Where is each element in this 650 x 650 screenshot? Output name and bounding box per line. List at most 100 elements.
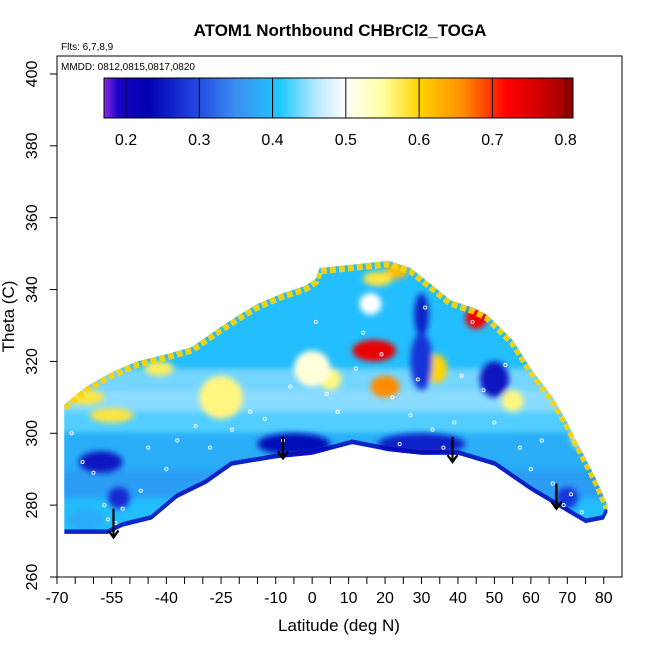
descent-arrow xyxy=(277,436,289,461)
field-anomaly xyxy=(257,433,331,455)
x-tick-label: 50 xyxy=(486,590,504,607)
sample-point xyxy=(193,424,198,429)
sample-point xyxy=(102,503,107,508)
sample-point xyxy=(248,409,253,414)
sample-point xyxy=(91,470,96,475)
sample-point xyxy=(579,510,584,515)
sample-point xyxy=(175,438,180,443)
y-tick-label: 260 xyxy=(24,564,41,591)
sample-point xyxy=(229,427,235,432)
x-axis-label: Latitude (deg N) xyxy=(278,616,400,635)
sample-point xyxy=(105,517,111,522)
sample-points xyxy=(69,305,592,526)
x-axis: -70 -55 -40 -25 -10 0 10 20 30 40 50 60 70 80 xyxy=(45,576,613,607)
sample-point xyxy=(568,492,574,497)
sample-point xyxy=(69,431,74,436)
dates-label: MMDD: 0812,0815,0817,0820 xyxy=(61,62,195,73)
sample-point xyxy=(587,434,592,439)
field-top-fringe xyxy=(64,260,608,510)
y-axis-label: Theta (C) xyxy=(0,281,18,353)
y-tick-label: 340 xyxy=(24,276,41,303)
field-anomaly xyxy=(89,408,134,423)
field-anomaly xyxy=(108,487,130,509)
y-tick-label: 400 xyxy=(24,61,41,88)
sample-point xyxy=(550,481,555,486)
field-anomaly xyxy=(359,293,382,315)
field-anomaly xyxy=(78,451,123,473)
colorbar-tick-label: 0.2 xyxy=(115,132,137,149)
x-tick-label: 20 xyxy=(376,590,394,607)
x-tick-label: 70 xyxy=(558,590,576,607)
sample-point xyxy=(492,420,497,425)
sample-point xyxy=(208,445,213,450)
colorbar-tick-label: 0.3 xyxy=(188,132,210,149)
sample-point xyxy=(335,409,340,414)
chart-title: ATOM1 Northbound CHBrCl2_TOGA xyxy=(194,21,487,40)
field-anomaly xyxy=(479,361,509,398)
sample-point xyxy=(262,416,267,421)
sample-point xyxy=(470,319,475,324)
colorbar-tick-label: 0.5 xyxy=(335,132,357,149)
sample-point xyxy=(452,420,457,425)
field-anomaly xyxy=(352,339,396,362)
sample-point xyxy=(408,413,413,418)
y-tick-label: 360 xyxy=(24,204,41,231)
field-anomaly xyxy=(67,508,105,531)
sample-point xyxy=(397,442,402,447)
field-anomaly xyxy=(501,390,524,412)
field-anomaly xyxy=(293,350,331,387)
sample-point xyxy=(528,467,533,472)
descent-arrow xyxy=(446,436,459,464)
colorbar-tick-label: 0.6 xyxy=(408,132,430,149)
sample-point xyxy=(423,305,428,310)
x-tick-label: 0 xyxy=(308,590,317,607)
field-band xyxy=(64,433,608,470)
sample-point xyxy=(539,438,544,443)
y-tick-label: 280 xyxy=(24,492,41,519)
x-tick-label: -25 xyxy=(209,590,232,607)
sample-point xyxy=(415,377,420,382)
sample-point xyxy=(164,467,169,472)
colorbar-tick-label: 0.8 xyxy=(555,132,577,149)
field-anomaly xyxy=(144,361,174,376)
x-tick-label: 40 xyxy=(449,590,467,607)
descent-arrow xyxy=(550,483,563,511)
field-anomaly xyxy=(370,375,400,398)
x-tick-label: -10 xyxy=(264,590,287,607)
sample-point xyxy=(361,330,366,335)
x-tick-label: -55 xyxy=(100,590,123,607)
flights-label: Flts: 6,7,8,9 xyxy=(61,42,114,53)
colorbar-gradient xyxy=(103,77,574,119)
x-tick-label: 60 xyxy=(522,590,540,607)
sample-point xyxy=(430,427,435,432)
sample-point xyxy=(120,506,125,511)
field-anomaly xyxy=(363,271,393,286)
x-tick-label: -40 xyxy=(155,590,178,607)
x-tick-label: 30 xyxy=(413,590,431,607)
y-axis: 260 280 300 320 340 360 380 400 xyxy=(24,61,58,591)
field-anomaly xyxy=(556,487,579,509)
x-tick-label: 10 xyxy=(340,590,358,607)
y-tick-label: 320 xyxy=(24,348,41,375)
field-anomaly xyxy=(199,375,243,419)
sample-point xyxy=(313,319,318,324)
sample-point xyxy=(306,362,311,368)
sample-point xyxy=(146,445,151,450)
x-tick-label: -70 xyxy=(45,590,68,607)
sample-point xyxy=(353,366,358,371)
field-bottom-edge xyxy=(64,439,608,534)
sample-point xyxy=(441,445,446,450)
sample-point xyxy=(390,395,395,400)
sample-point xyxy=(138,488,143,493)
sample-point xyxy=(379,352,384,357)
x-tick-label: 80 xyxy=(595,590,613,607)
colorbar-tick-label: 0.4 xyxy=(261,132,283,149)
colorbar-tick-label: 0.7 xyxy=(481,132,503,149)
sample-point xyxy=(80,459,85,465)
field-anomaly xyxy=(465,307,488,330)
sample-point xyxy=(561,503,566,508)
sample-point xyxy=(517,445,522,450)
descent-arrows xyxy=(107,436,563,540)
sample-point xyxy=(459,373,464,378)
y-tick-label: 300 xyxy=(24,420,41,447)
